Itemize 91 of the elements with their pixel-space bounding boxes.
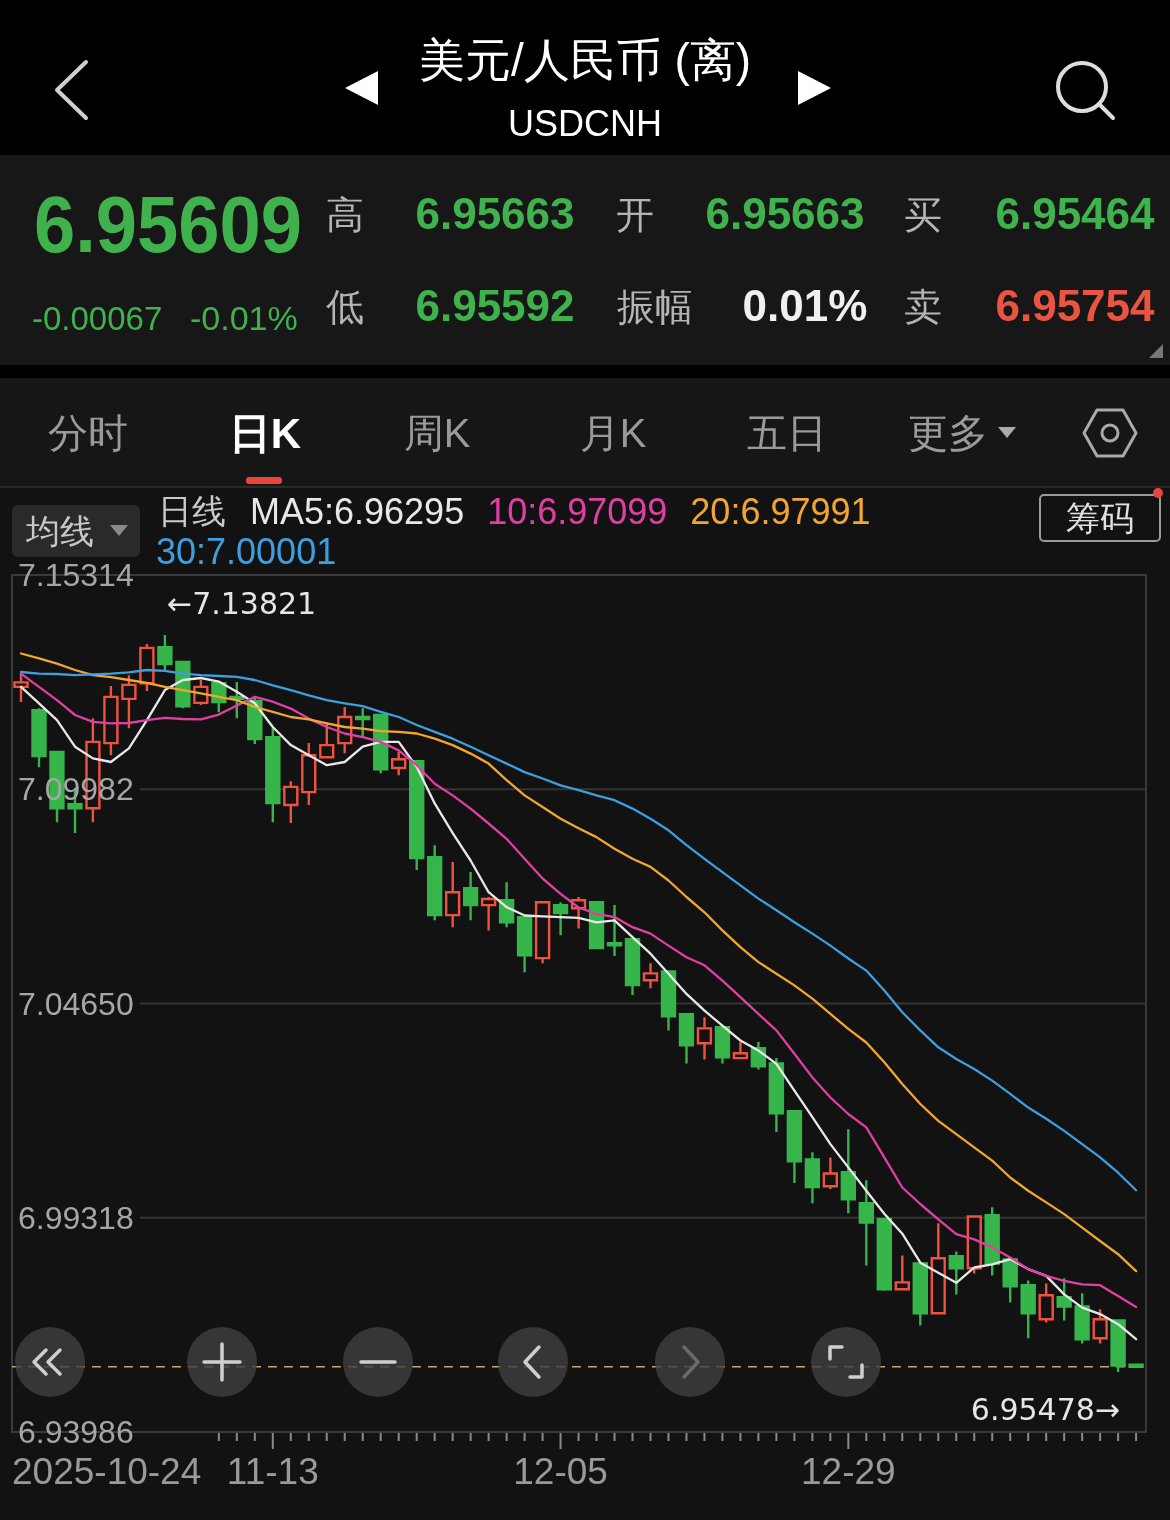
x-tick-label: 12-05: [513, 1450, 608, 1492]
candlestick: [894, 1254, 910, 1292]
candlestick: [714, 1025, 731, 1065]
text: 高: [326, 194, 364, 236]
candlestick: [858, 1179, 874, 1267]
x-tick-label: 11-13: [226, 1450, 319, 1492]
candlestick: [768, 1056, 785, 1134]
candlestick: [103, 684, 119, 757]
x-tick-label: 12-29: [801, 1450, 896, 1492]
candlestick: [445, 860, 461, 929]
candlestick: [678, 1012, 695, 1065]
text: 6.95663: [705, 188, 865, 238]
candlestick: [1056, 1277, 1072, 1322]
candlestick: [121, 674, 137, 730]
text: 6.95592: [415, 280, 575, 330]
candlestick: [480, 895, 497, 932]
text: 0.01%: [742, 280, 868, 330]
text: 更多: [908, 411, 988, 455]
text: 周K: [403, 411, 471, 455]
text: 买: [904, 194, 942, 236]
candlestick: [642, 962, 659, 990]
text: 开: [616, 194, 654, 236]
text: 2025-10-24: [12, 1450, 202, 1492]
line-series: [19, 668, 1138, 1192]
candlestick: [283, 780, 299, 825]
candlestick: [876, 1217, 892, 1292]
candlestick: [1110, 1318, 1126, 1374]
candlestick: [355, 707, 371, 739]
text: 6.95754: [995, 280, 1156, 330]
text: -0.00067: [32, 299, 163, 337]
text: 五日: [747, 411, 827, 455]
text: 6.95609: [34, 179, 324, 269]
candlestick: [139, 642, 155, 693]
text: 分时: [48, 411, 128, 455]
y-tick-label: 7.15314: [18, 557, 134, 593]
candlestick: [1128, 1363, 1144, 1369]
candlestick: [427, 844, 443, 922]
text: MA5:6.96295: [250, 490, 465, 532]
candlestick: [984, 1206, 1000, 1277]
text: 6.95663: [415, 188, 575, 238]
candlestick: [301, 741, 317, 807]
candlestick: [1002, 1258, 1018, 1304]
chart-subtitle: USDCNH: [507, 102, 663, 144]
candlestick: [912, 1261, 928, 1327]
text: 振幅: [617, 286, 693, 328]
text: 低: [326, 286, 364, 328]
text: 6.95464: [995, 188, 1156, 238]
candlestick: [391, 750, 407, 777]
candlestick: [463, 870, 479, 922]
candlestick: [732, 1040, 749, 1061]
candlestick: [786, 1108, 803, 1185]
candlestick: [409, 759, 425, 872]
text: 月K: [579, 411, 647, 455]
text: 20:6.97991: [690, 490, 871, 532]
candlestick: [1038, 1282, 1054, 1324]
candlestick: [13, 672, 29, 704]
candlestick: [157, 633, 173, 672]
chart-title: 美元/人民币 (离): [418, 34, 752, 86]
y-tick-label: 6.93986: [18, 1414, 134, 1450]
text: 卖: [904, 286, 942, 328]
y-tick-label: 7.04650: [18, 985, 134, 1022]
candlestick: [606, 903, 623, 958]
candlestick: [31, 707, 47, 769]
candlestick: [696, 1016, 713, 1061]
candlestick: [516, 915, 533, 974]
candlestick: [1020, 1279, 1036, 1340]
text: 筹码: [1066, 499, 1134, 537]
candlestick: [624, 937, 641, 997]
candlestick: [822, 1156, 838, 1191]
annotation: ←7.13821: [167, 585, 317, 621]
candlestick: [229, 680, 245, 720]
text: 30:7.00001: [156, 530, 337, 572]
candlestick: [1092, 1308, 1108, 1345]
candlestick: [1074, 1292, 1090, 1345]
candlestick: [804, 1151, 820, 1205]
candlestick: [930, 1222, 946, 1316]
candlestick: [265, 727, 281, 824]
candlestick: [498, 881, 515, 929]
text: 均线: [25, 512, 94, 550]
candlestick: [966, 1214, 982, 1275]
candlestick: [660, 969, 677, 1032]
text: 10:6.97099: [487, 490, 668, 532]
text: -0.01%: [190, 299, 298, 337]
text: 日K: [228, 409, 302, 457]
legend-title: 日线: [158, 492, 226, 530]
candlestick: [840, 1128, 856, 1215]
candlestick: [534, 901, 551, 965]
y-tick-label: 6.99318: [18, 1199, 134, 1236]
candlestick: [552, 901, 569, 937]
annotation: 6.95478→: [970, 1391, 1120, 1427]
candlestick: [948, 1250, 964, 1296]
